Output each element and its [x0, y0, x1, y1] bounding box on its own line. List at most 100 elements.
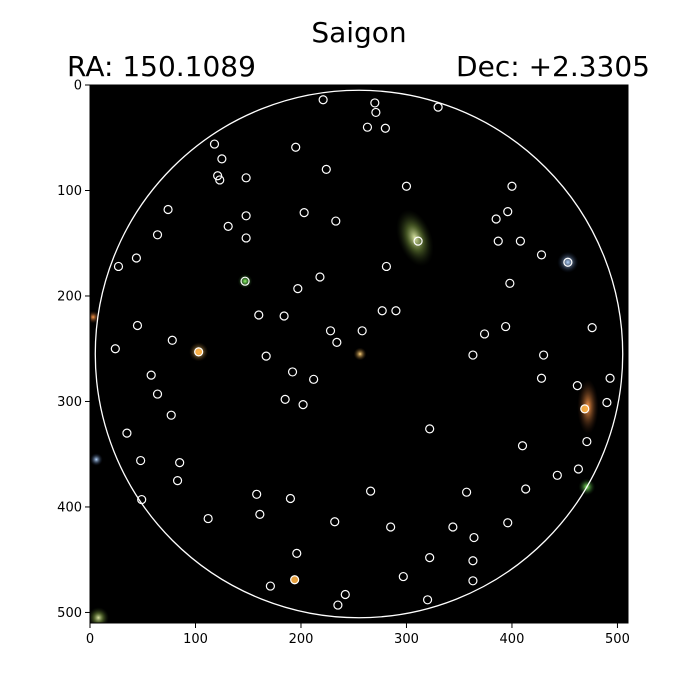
source-marker — [152, 230, 163, 240]
ra-label: RA: 150.1089 — [67, 50, 256, 83]
source-marker — [209, 139, 220, 149]
source-marker — [325, 326, 336, 336]
source-marker — [298, 400, 308, 410]
source-marker — [299, 208, 309, 218]
source-marker — [285, 493, 296, 504]
source-marker — [391, 306, 401, 316]
source-marker — [332, 337, 342, 347]
source-marker — [605, 373, 615, 383]
source-marker — [505, 278, 515, 288]
source-marker — [425, 552, 435, 563]
source-marker — [292, 548, 302, 558]
source-marker — [468, 350, 478, 360]
source-marker — [152, 389, 163, 399]
source-marker — [167, 335, 177, 345]
chart-title: Saigon — [311, 16, 406, 49]
source-marker — [422, 595, 433, 605]
source-marker — [602, 397, 612, 408]
source-marker — [241, 211, 251, 221]
source-marker — [321, 164, 331, 174]
source-marker — [491, 214, 501, 224]
source-marker — [254, 310, 264, 320]
source-marker — [315, 272, 325, 282]
source-marker — [265, 581, 275, 591]
source-highlight — [194, 347, 203, 356]
source-marker — [331, 216, 341, 226]
x-tick-label: 200 — [289, 632, 314, 647]
source-marker — [401, 181, 412, 191]
source-marker — [386, 522, 396, 532]
source-marker — [501, 321, 511, 332]
source-marker — [580, 404, 590, 414]
x-tick-label: 0 — [86, 632, 94, 647]
source-marker — [433, 102, 443, 112]
star-glow — [237, 273, 253, 289]
source-marker — [194, 347, 204, 357]
x-tick-label: 400 — [500, 632, 525, 647]
dec-label: Dec: +2.3305 — [456, 50, 650, 83]
star-glow — [557, 251, 579, 273]
x-axis: 0 100 200 300 400 500 — [86, 623, 630, 647]
source-marker — [252, 489, 262, 499]
source-marker — [413, 236, 423, 246]
source-marker — [515, 236, 526, 246]
y-tick-label: 0 — [74, 79, 82, 94]
source-marker — [362, 122, 373, 132]
source-marker — [172, 475, 183, 486]
source-marker — [381, 261, 392, 272]
source-marker — [291, 142, 301, 152]
source-marker — [380, 123, 390, 133]
source-marker — [333, 600, 343, 610]
y-axis: 0 100 200 300 400 500 — [57, 79, 90, 621]
axes-frame — [89, 84, 629, 624]
source-marker — [503, 518, 513, 528]
star-glow — [90, 453, 103, 466]
source-marker — [448, 522, 458, 532]
source-marker — [240, 276, 250, 286]
y-tick-label: 400 — [57, 500, 82, 515]
source-marker — [287, 367, 298, 377]
source-marker — [539, 350, 549, 360]
x-tick-label: 300 — [394, 632, 419, 647]
source-marker — [290, 575, 300, 585]
source-marker — [217, 154, 227, 164]
source-marker — [146, 370, 156, 380]
source-marker — [223, 221, 233, 231]
source-marker — [503, 206, 513, 217]
source-marker — [293, 283, 303, 294]
star-glow — [90, 607, 109, 623]
source-marker — [213, 171, 223, 181]
source-marker — [203, 513, 213, 524]
y-tick-label: 200 — [57, 289, 82, 304]
source-marker — [468, 556, 478, 566]
source-marker — [507, 181, 517, 191]
source-marker — [241, 233, 251, 243]
source-markers — [110, 95, 615, 610]
source-marker — [552, 470, 562, 480]
source-marker — [122, 428, 132, 438]
source-marker — [309, 374, 319, 384]
source-marker — [340, 589, 350, 600]
source-marker — [279, 311, 289, 321]
source-marker — [163, 204, 173, 215]
source-marker — [573, 464, 584, 474]
source-marker — [261, 351, 271, 361]
source-marker — [521, 484, 531, 494]
source-marker — [137, 494, 147, 505]
source-marker — [587, 323, 597, 333]
source-marker — [132, 320, 143, 331]
source-marker — [330, 517, 340, 527]
source-marker — [280, 394, 290, 404]
source-marker — [479, 329, 490, 339]
source-marker — [536, 250, 547, 260]
source-marker — [371, 107, 381, 118]
source-marker — [582, 436, 592, 447]
source-highlight — [580, 404, 589, 413]
source-marker — [377, 306, 387, 316]
source-marker — [175, 458, 185, 468]
source-marker — [241, 173, 251, 183]
source-highlight — [290, 575, 299, 584]
source-marker — [370, 98, 380, 108]
source-marker — [425, 424, 435, 434]
source-marker — [517, 441, 528, 451]
